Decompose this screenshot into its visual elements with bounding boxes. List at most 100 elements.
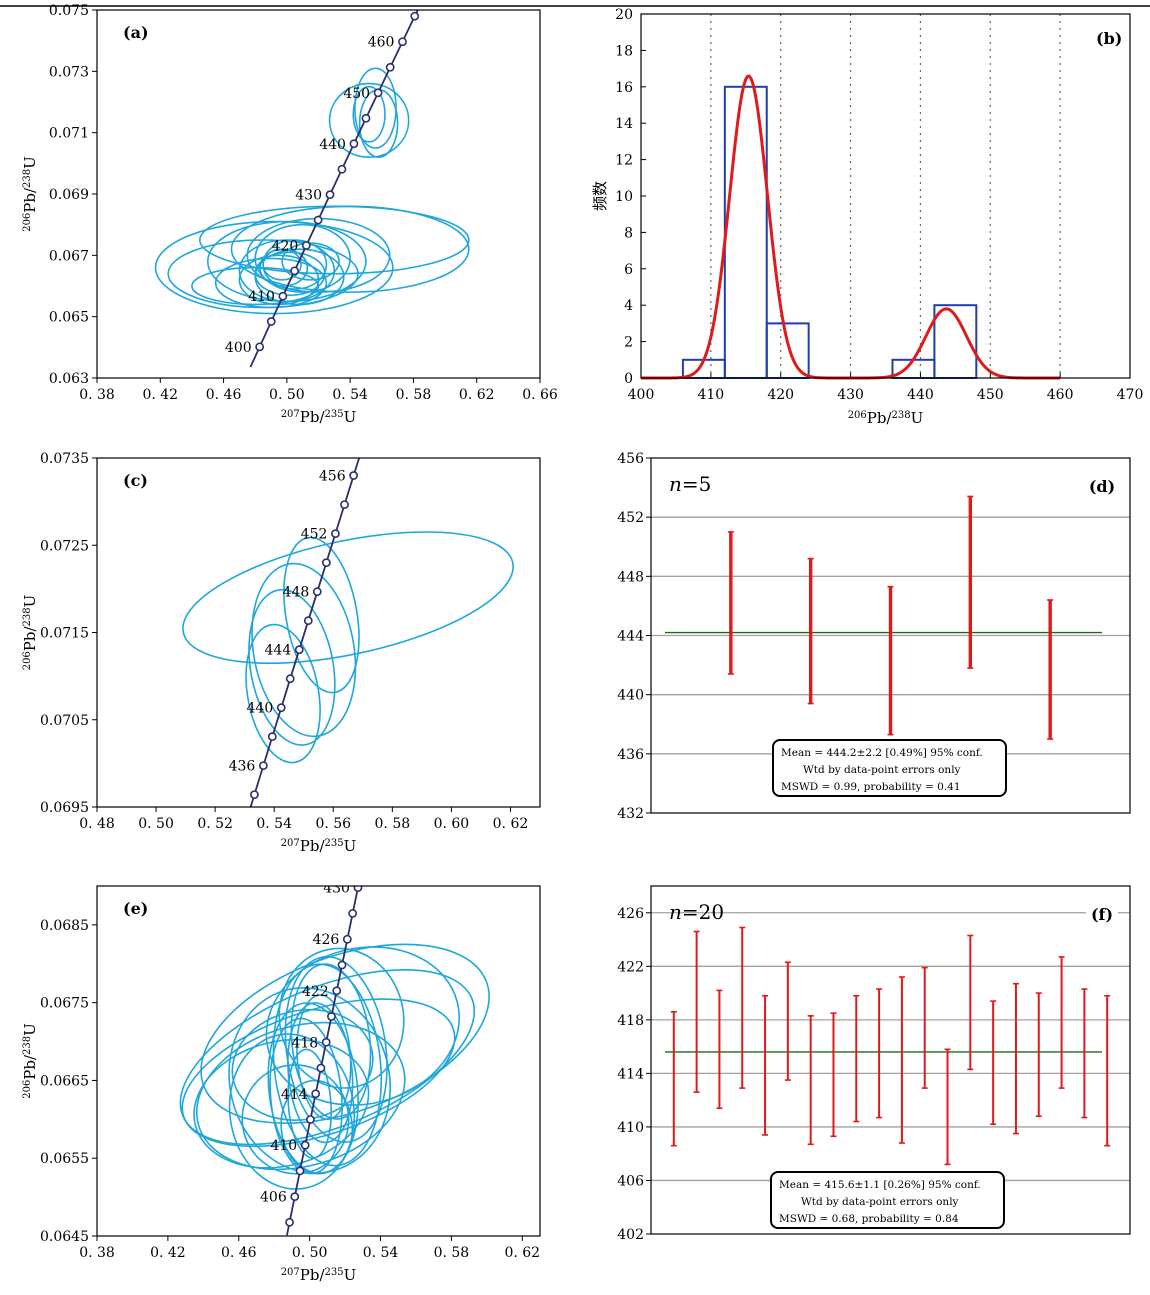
error-ellipse — [278, 947, 405, 1089]
plot-frame — [650, 457, 1131, 814]
concordia-age-marker — [276, 703, 286, 713]
y-tick-label: 0.065 — [49, 310, 89, 326]
x-tick-label: 0. 54 — [363, 1245, 399, 1261]
x-tick-label: 0. 50 — [292, 1245, 328, 1261]
error-ellipse — [281, 242, 340, 281]
y-tick-label: 402 — [617, 1227, 644, 1243]
concordia-age-marker — [295, 1166, 305, 1176]
y-tick-label: 2 — [624, 335, 633, 351]
y-axis-label: 206Pb/238U — [21, 595, 39, 671]
y-axis-label: 206Pb/238U — [21, 156, 39, 232]
concordia-age-label: 430 — [295, 188, 322, 204]
concordia-age-marker — [349, 471, 359, 480]
y-tick-label: 0.069 — [49, 187, 89, 203]
stats-box-line: MSWD = 0.68, probability = 0.84 — [779, 1213, 959, 1225]
x-tick-label: 0. 38 — [79, 387, 115, 403]
x-tick-label: 0. 56 — [315, 816, 351, 832]
y-tick-label: 426 — [617, 906, 644, 922]
concordia-age-marker — [331, 529, 340, 539]
x-tick-label: 0. 62 — [504, 1245, 540, 1261]
y-tick-label: 414 — [617, 1066, 644, 1082]
error-ellipse — [191, 266, 320, 306]
stats-box — [772, 739, 1007, 797]
concordia-age-label: 406 — [260, 1190, 287, 1206]
concordia-age-marker — [294, 645, 304, 655]
y-tick-label: 0.0655 — [40, 1151, 89, 1167]
concordia-age-marker — [361, 113, 371, 123]
concordia-age-marker — [266, 317, 276, 326]
x-tick-label: 0. 58 — [396, 387, 432, 403]
x-tick-label: 0. 46 — [206, 387, 242, 403]
y-tick-label: 0.0675 — [40, 996, 89, 1012]
panel-a: 400 410 420 430 440 450 460 (a) 0. 38 0. 42 0. 46 0… — [21, 3, 558, 426]
x-tick-label: 0. 54 — [256, 816, 292, 832]
concordia-age-marker — [321, 558, 331, 568]
y-tick-label: 0.071 — [49, 126, 89, 142]
x-tick-label: 0. 48 — [79, 816, 115, 832]
y-tick-label: 418 — [617, 1013, 644, 1029]
x-tick-label: 0. 38 — [79, 1245, 115, 1261]
y-tick-label: 444 — [617, 629, 644, 645]
y-tick-label: 8 — [624, 225, 633, 241]
concordia-age-marker — [373, 88, 383, 98]
y-tick-label: 456 — [617, 451, 644, 467]
concordia-age-marker — [327, 1012, 336, 1021]
panel-d: 432 436 440 444 448 452 456 n=5 (d) Mean = 444.2±… — [617, 451, 1131, 822]
concordia-age-label: 436 — [229, 759, 256, 775]
concordia-age-marker — [349, 139, 359, 149]
y-tick-label: 432 — [617, 806, 644, 822]
stats-box-line: Wtd by data-point errors only — [803, 764, 961, 776]
stats-box-line: Mean = 415.6±1.1 [0.26%] 95% conf. — [779, 1179, 981, 1191]
panel-e: 406 410 414 418 422 426 430 (e) 0. 38 0. 42 0. 46 0… — [21, 885, 541, 1284]
concordia-age-marker — [321, 1037, 331, 1047]
x-tick-label: 460 — [1047, 387, 1074, 403]
concordia-age-marker — [398, 37, 407, 47]
concordia-age-label: 414 — [281, 1087, 308, 1103]
y-tick-label: 0.0715 — [40, 626, 89, 642]
concordia-age-marker — [337, 164, 347, 174]
concordia-age-marker — [258, 761, 268, 771]
x-tick-label: 0. 52 — [197, 816, 233, 832]
plot-area-c: 436 440 444 448 452 456 — [182, 458, 514, 807]
concordia-age-label: 440 — [319, 137, 346, 153]
y-tick-label: 20 — [615, 7, 633, 23]
concordia-age-marker — [290, 266, 299, 276]
error-ellipse — [262, 248, 302, 281]
x-tick-label: 0. 58 — [434, 1245, 470, 1261]
plot-area-a: 400 410 420 430 440 450 460 — [154, 10, 470, 368]
x-tick-label: 0. 58 — [375, 816, 411, 832]
y-tick-label: 0.0645 — [40, 1229, 89, 1245]
concordia-age-label: 460 — [368, 35, 395, 51]
y-tick-label: 0 — [624, 371, 633, 387]
panel-f: 402 406 410 414 418 422 426 n=20 (f) Mean = 415.6… — [617, 885, 1131, 1243]
panel-label: (d) — [1089, 477, 1115, 496]
x-tick-label: 0. 60 — [434, 816, 470, 832]
y-tick-label: 10 — [615, 189, 633, 205]
concordia-age-marker — [300, 1140, 310, 1150]
stats-box-line: Wtd by data-point errors only — [801, 1196, 959, 1208]
concordia-age-label: 420 — [272, 238, 299, 254]
error-ellipse — [245, 623, 321, 764]
concordia-age-marker — [353, 886, 363, 893]
concordia-age-label: 444 — [265, 643, 292, 659]
y-axis-label: 频数 — [591, 181, 609, 211]
y-tick-label: 0.0705 — [40, 713, 89, 729]
stats-box-line: Mean = 444.2±2.2 [0.49%] 95% conf. — [781, 747, 983, 759]
concordia-age-marker — [316, 1063, 326, 1073]
x-tick-label: 0. 62 — [493, 816, 529, 832]
concordia-age-label: 452 — [301, 527, 328, 543]
concordia-age-label: 422 — [302, 984, 329, 1000]
concordia-age-label: 418 — [291, 1035, 318, 1051]
concordia-age-label: 400 — [225, 340, 252, 356]
x-tick-label: 0. 42 — [150, 1245, 186, 1261]
x-tick-label: 0. 66 — [522, 387, 558, 403]
x-tick-label: 0. 54 — [332, 387, 368, 403]
panel-label: (a) — [123, 23, 149, 42]
concordia-age-label: 426 — [313, 932, 340, 948]
x-axis-label: 206Pb/238U — [848, 409, 924, 427]
concordia-age-marker — [410, 11, 420, 21]
panel-label: (b) — [1096, 29, 1122, 48]
concordia-age-marker — [385, 62, 395, 72]
error-ellipse — [280, 1079, 354, 1175]
